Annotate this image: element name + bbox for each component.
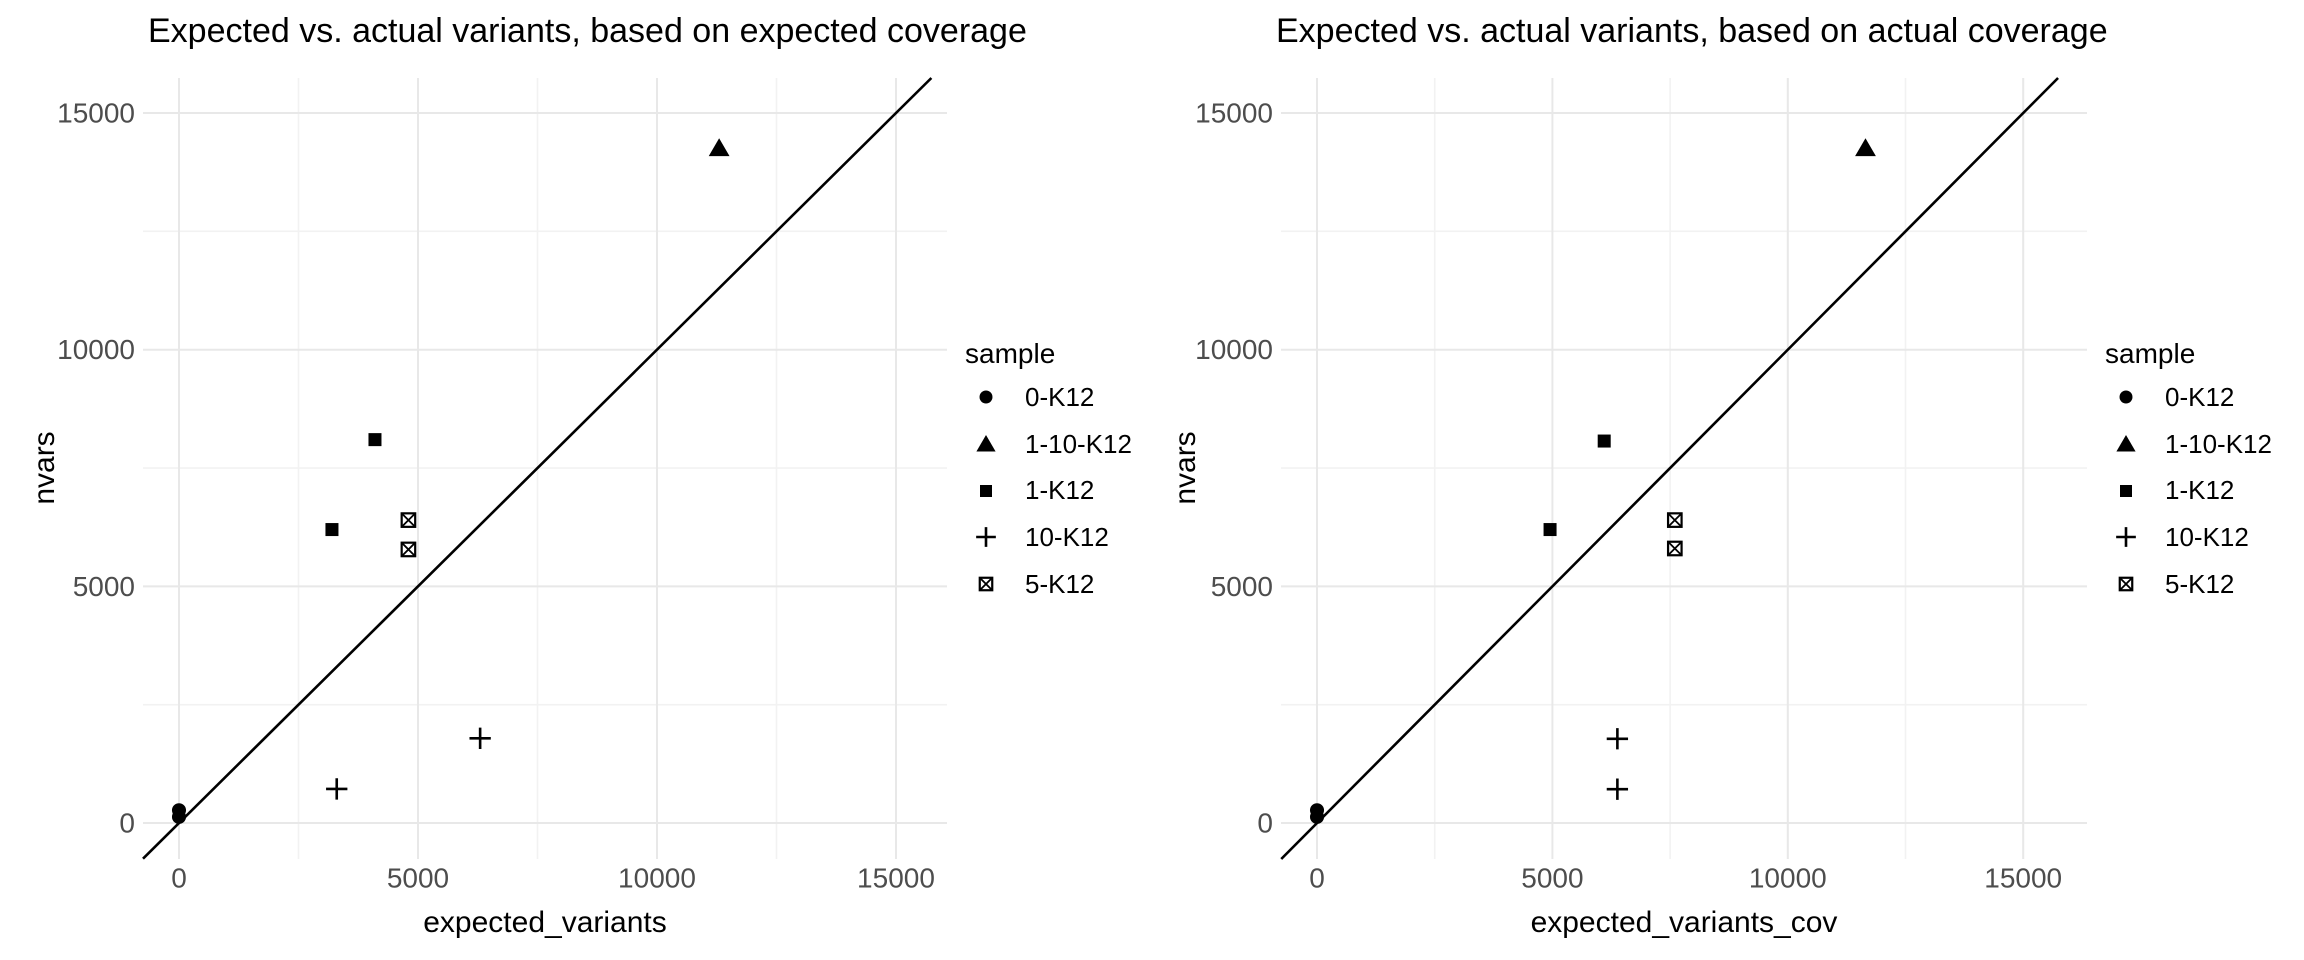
legend-item-5-K12: 5-K12 bbox=[965, 561, 1132, 608]
legend-item-label: 5-K12 bbox=[1025, 568, 1095, 599]
legend-item-1-K12: 1-K12 bbox=[965, 467, 1132, 514]
point-1-10-K12 bbox=[708, 138, 730, 157]
plot-left-title: Expected vs. actual variants, based on e… bbox=[148, 12, 1027, 50]
legend-item-10-K12: 10-K12 bbox=[965, 514, 1132, 561]
y-tick-label: 10000 bbox=[57, 334, 135, 365]
legend-item-1-K12: 1-K12 bbox=[2105, 467, 2272, 514]
legend-item-1-10-K12: 1-10-K12 bbox=[2105, 421, 2272, 468]
identity-line bbox=[142, 77, 933, 860]
plus-legend-key bbox=[2116, 527, 2136, 548]
square-marker-icon bbox=[980, 484, 992, 497]
plot-right-title: Expected vs. actual variants, based on a… bbox=[1276, 12, 2108, 50]
square-x-legend-key bbox=[2118, 576, 2134, 592]
square-x-cross bbox=[401, 542, 416, 557]
legend-item-10-K12: 10-K12 bbox=[2105, 514, 2272, 561]
plot-right-xaxis-title: expected_variants_cov bbox=[1530, 906, 1838, 939]
point-0-K12 bbox=[1309, 803, 1325, 818]
x-tick-label: 15000 bbox=[1984, 863, 2062, 894]
point-1-K12 bbox=[1543, 523, 1557, 537]
point-1-K12 bbox=[325, 523, 339, 537]
point-10-K12 bbox=[1606, 778, 1629, 800]
point-10-K12 bbox=[326, 778, 348, 800]
legend-title: sample bbox=[965, 338, 1056, 369]
x-tick-label: 0 bbox=[171, 863, 187, 894]
legend-item-label: 1-K12 bbox=[2165, 475, 2235, 506]
legend-item-1-10-K12: 1-10-K12 bbox=[965, 421, 1132, 468]
square-x-cross bbox=[401, 512, 416, 528]
legend-item-label: 5-K12 bbox=[2165, 568, 2235, 599]
y-tick-label: 5000 bbox=[1211, 571, 1273, 602]
legend-item-label: 10-K12 bbox=[1025, 521, 1109, 552]
square-legend-key bbox=[2120, 484, 2132, 497]
legend-item-label: 1-10-K12 bbox=[2165, 428, 2272, 459]
point-5-K12 bbox=[1666, 512, 1683, 528]
legend-item-label: 0-K12 bbox=[1025, 381, 1095, 412]
point-1-10-K12 bbox=[1855, 138, 1876, 157]
circle-marker-icon bbox=[2119, 390, 2133, 404]
square-x-cross bbox=[979, 577, 993, 591]
triangle-marker-icon bbox=[2116, 435, 2136, 452]
identity-line bbox=[1280, 77, 2059, 860]
point-0-K12 bbox=[171, 803, 187, 818]
plot-panel-left: 0 5000 10000 15000 0 5000 10000 15000 bbox=[57, 77, 947, 894]
x-tick-label: 10000 bbox=[618, 863, 696, 894]
x-tick-label: 5000 bbox=[1521, 863, 1583, 894]
y-tick-label: 0 bbox=[119, 808, 135, 839]
triangle-legend-key bbox=[976, 435, 996, 452]
square-x-cross bbox=[1667, 512, 1683, 528]
x-tick-label: 0 bbox=[1309, 863, 1325, 894]
square-marker-icon bbox=[2120, 484, 2132, 497]
plus-marker-icon bbox=[976, 527, 996, 548]
point-10-K12 bbox=[1606, 728, 1629, 750]
y-tick-label: 10000 bbox=[1195, 334, 1273, 365]
legend-item-0-K12: 0-K12 bbox=[965, 374, 1132, 421]
legend-item-5-K12: 5-K12 bbox=[2105, 561, 2272, 608]
x-tick-label: 5000 bbox=[387, 863, 449, 894]
legend-item-label: 10-K12 bbox=[2165, 521, 2249, 552]
y-tick-label: 15000 bbox=[1195, 98, 1273, 129]
triangle-marker-icon bbox=[976, 435, 996, 452]
legend-left: sample 0-K12 1-10-K12 1-K12 10-K12 5-K12 bbox=[965, 334, 1132, 607]
square-x-cross bbox=[1667, 541, 1683, 556]
point-5-K12 bbox=[400, 541, 417, 558]
x-tick-label: 10000 bbox=[1749, 863, 1827, 894]
legend-item-0-K12: 0-K12 bbox=[2105, 374, 2272, 421]
y-tick-label: 15000 bbox=[57, 98, 135, 129]
y-tick-label: 0 bbox=[1257, 808, 1273, 839]
plot-panel-right: 0 5000 10000 15000 0 5000 10000 15000 bbox=[1195, 77, 2087, 894]
point-1-K12 bbox=[1597, 434, 1611, 448]
legend-title: sample bbox=[2105, 338, 2196, 369]
circle-legend-key bbox=[979, 390, 993, 404]
crossed-square-marker-icon bbox=[978, 576, 994, 592]
plot-left-yaxis-title: nvars bbox=[28, 431, 61, 505]
plot-right-yaxis-title: nvars bbox=[1169, 431, 1202, 505]
square-x-cross bbox=[2119, 577, 2133, 591]
legend-item-label: 0-K12 bbox=[2165, 381, 2235, 412]
plot-left-xaxis-title: expected_variants bbox=[423, 906, 667, 939]
point-5-K12 bbox=[1666, 540, 1683, 557]
plus-legend-key bbox=[976, 527, 996, 548]
point-1-K12 bbox=[368, 433, 382, 447]
circle-marker-icon bbox=[979, 390, 993, 404]
triangle-legend-key bbox=[2116, 435, 2136, 452]
x-tick-label: 15000 bbox=[857, 863, 935, 894]
point-5-K12 bbox=[400, 512, 417, 528]
legend-right: sample 0-K12 1-10-K12 1-K12 10-K12 5-K12 bbox=[2105, 334, 2272, 607]
square-legend-key bbox=[980, 484, 992, 497]
square-x-legend-key bbox=[978, 576, 994, 592]
point-10-K12 bbox=[469, 727, 491, 749]
crossed-square-marker-icon bbox=[2118, 576, 2134, 592]
plus-marker-icon bbox=[2116, 527, 2136, 548]
legend-item-label: 1-K12 bbox=[1025, 475, 1095, 506]
circle-legend-key bbox=[2119, 390, 2133, 404]
y-tick-label: 5000 bbox=[73, 571, 135, 602]
legend-item-label: 1-10-K12 bbox=[1025, 428, 1132, 459]
